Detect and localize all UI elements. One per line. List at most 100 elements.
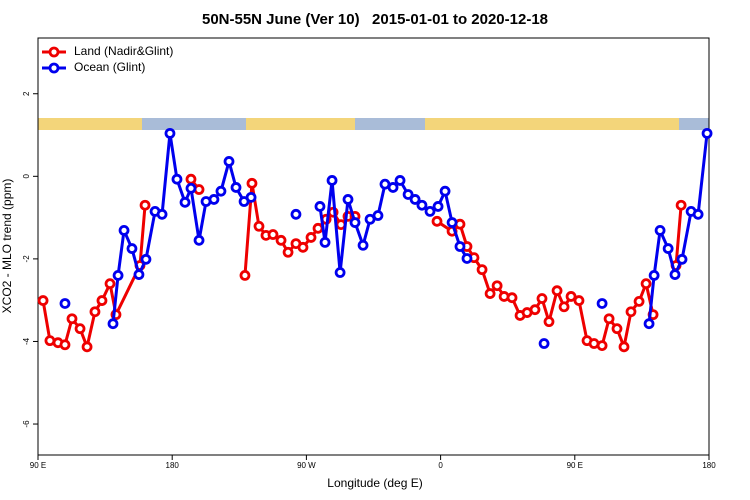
data-point bbox=[692, 208, 704, 220]
plot-frame bbox=[37, 37, 710, 456]
data-point bbox=[596, 340, 608, 351]
data-point bbox=[643, 318, 655, 330]
x-tick-label: 180 bbox=[166, 461, 180, 470]
data-point bbox=[297, 241, 309, 253]
data-point bbox=[529, 304, 541, 316]
data-point bbox=[538, 338, 550, 349]
data-point bbox=[565, 291, 577, 302]
data-point bbox=[431, 215, 443, 227]
data-point bbox=[701, 127, 713, 139]
data-point bbox=[640, 278, 652, 290]
land-strip bbox=[38, 118, 142, 130]
legend-label: Ocean (Glint) bbox=[74, 60, 145, 74]
data-point bbox=[536, 293, 548, 304]
data-point bbox=[551, 285, 563, 297]
data-point bbox=[372, 210, 384, 221]
data-point bbox=[319, 236, 331, 248]
data-point bbox=[126, 243, 138, 254]
data-point bbox=[454, 241, 466, 252]
data-point bbox=[326, 175, 338, 186]
data-point bbox=[633, 296, 645, 307]
y-tick-label: -2 bbox=[22, 255, 31, 263]
data-point bbox=[506, 292, 518, 304]
data-point bbox=[253, 220, 265, 232]
data-point bbox=[81, 341, 93, 353]
legend-label: Land (Nadir&Glint) bbox=[74, 44, 173, 58]
data-point bbox=[282, 246, 294, 258]
data-point bbox=[164, 127, 176, 139]
data-point bbox=[59, 298, 71, 309]
data-point bbox=[89, 306, 101, 318]
data-point bbox=[245, 191, 257, 203]
data-point bbox=[676, 253, 688, 265]
data-point bbox=[104, 278, 116, 290]
x-tick-label: 180 bbox=[702, 461, 716, 470]
data-point bbox=[625, 306, 637, 318]
legend-marker bbox=[48, 46, 60, 58]
data-point bbox=[193, 234, 205, 246]
data-point bbox=[314, 201, 326, 212]
data-point bbox=[275, 234, 287, 246]
y-tick-label: -4 bbox=[22, 337, 31, 345]
x-tick-label: 0 bbox=[438, 461, 443, 470]
x-axis-label: Longitude (deg E) bbox=[327, 476, 422, 490]
data-point bbox=[215, 185, 227, 197]
data-point bbox=[107, 318, 119, 330]
y-axis-label: XCO2 - MLO trend (ppm) bbox=[0, 179, 14, 314]
y-tick-label: -6 bbox=[22, 420, 31, 428]
data-point bbox=[491, 280, 503, 292]
data-point bbox=[312, 222, 324, 234]
data-point bbox=[394, 175, 406, 186]
data-point bbox=[66, 313, 78, 325]
data-point bbox=[74, 323, 86, 335]
data-point bbox=[223, 156, 235, 167]
data-point bbox=[185, 173, 197, 185]
x-tick-label: 90 E bbox=[567, 461, 583, 470]
data-point bbox=[112, 270, 124, 281]
legend-marker bbox=[48, 62, 60, 74]
surface-strip bbox=[38, 118, 709, 130]
data-point bbox=[432, 201, 444, 212]
data-point bbox=[618, 341, 630, 353]
data-point bbox=[140, 253, 152, 265]
data-point bbox=[424, 206, 436, 217]
y-tick-label: 2 bbox=[22, 91, 31, 96]
data-point bbox=[246, 177, 258, 189]
data-point bbox=[675, 199, 687, 211]
data-point bbox=[573, 295, 585, 306]
series-line bbox=[111, 131, 709, 324]
data-point bbox=[461, 253, 473, 264]
data-point bbox=[139, 199, 151, 211]
data-point bbox=[409, 194, 421, 205]
data-point bbox=[611, 323, 623, 335]
data-point bbox=[654, 224, 666, 236]
data-point bbox=[267, 229, 279, 240]
data-point bbox=[59, 339, 71, 351]
data-point bbox=[239, 270, 251, 281]
data-point bbox=[596, 298, 608, 309]
x-tick-label: 90 W bbox=[297, 461, 316, 470]
data-point bbox=[416, 199, 428, 211]
data-point bbox=[133, 269, 145, 280]
data-point bbox=[558, 301, 570, 313]
data-point bbox=[37, 295, 49, 306]
data-point bbox=[446, 217, 458, 228]
data-point bbox=[185, 182, 197, 194]
data-point bbox=[179, 196, 191, 208]
chart-title: 50N-55N June (Ver 10) 2015-01-01 to 2020… bbox=[202, 11, 548, 28]
data-point bbox=[156, 208, 168, 220]
data-point bbox=[305, 232, 317, 243]
data-point bbox=[290, 208, 302, 220]
data-point bbox=[342, 194, 354, 205]
data-point bbox=[118, 224, 130, 236]
data-point bbox=[349, 217, 361, 228]
data-point bbox=[484, 288, 496, 299]
data-point bbox=[662, 243, 674, 254]
land-strip bbox=[246, 118, 355, 130]
land-strip bbox=[425, 118, 679, 130]
data-point bbox=[357, 239, 369, 251]
data-point bbox=[603, 313, 615, 325]
x-tick-label: 90 E bbox=[30, 461, 46, 470]
